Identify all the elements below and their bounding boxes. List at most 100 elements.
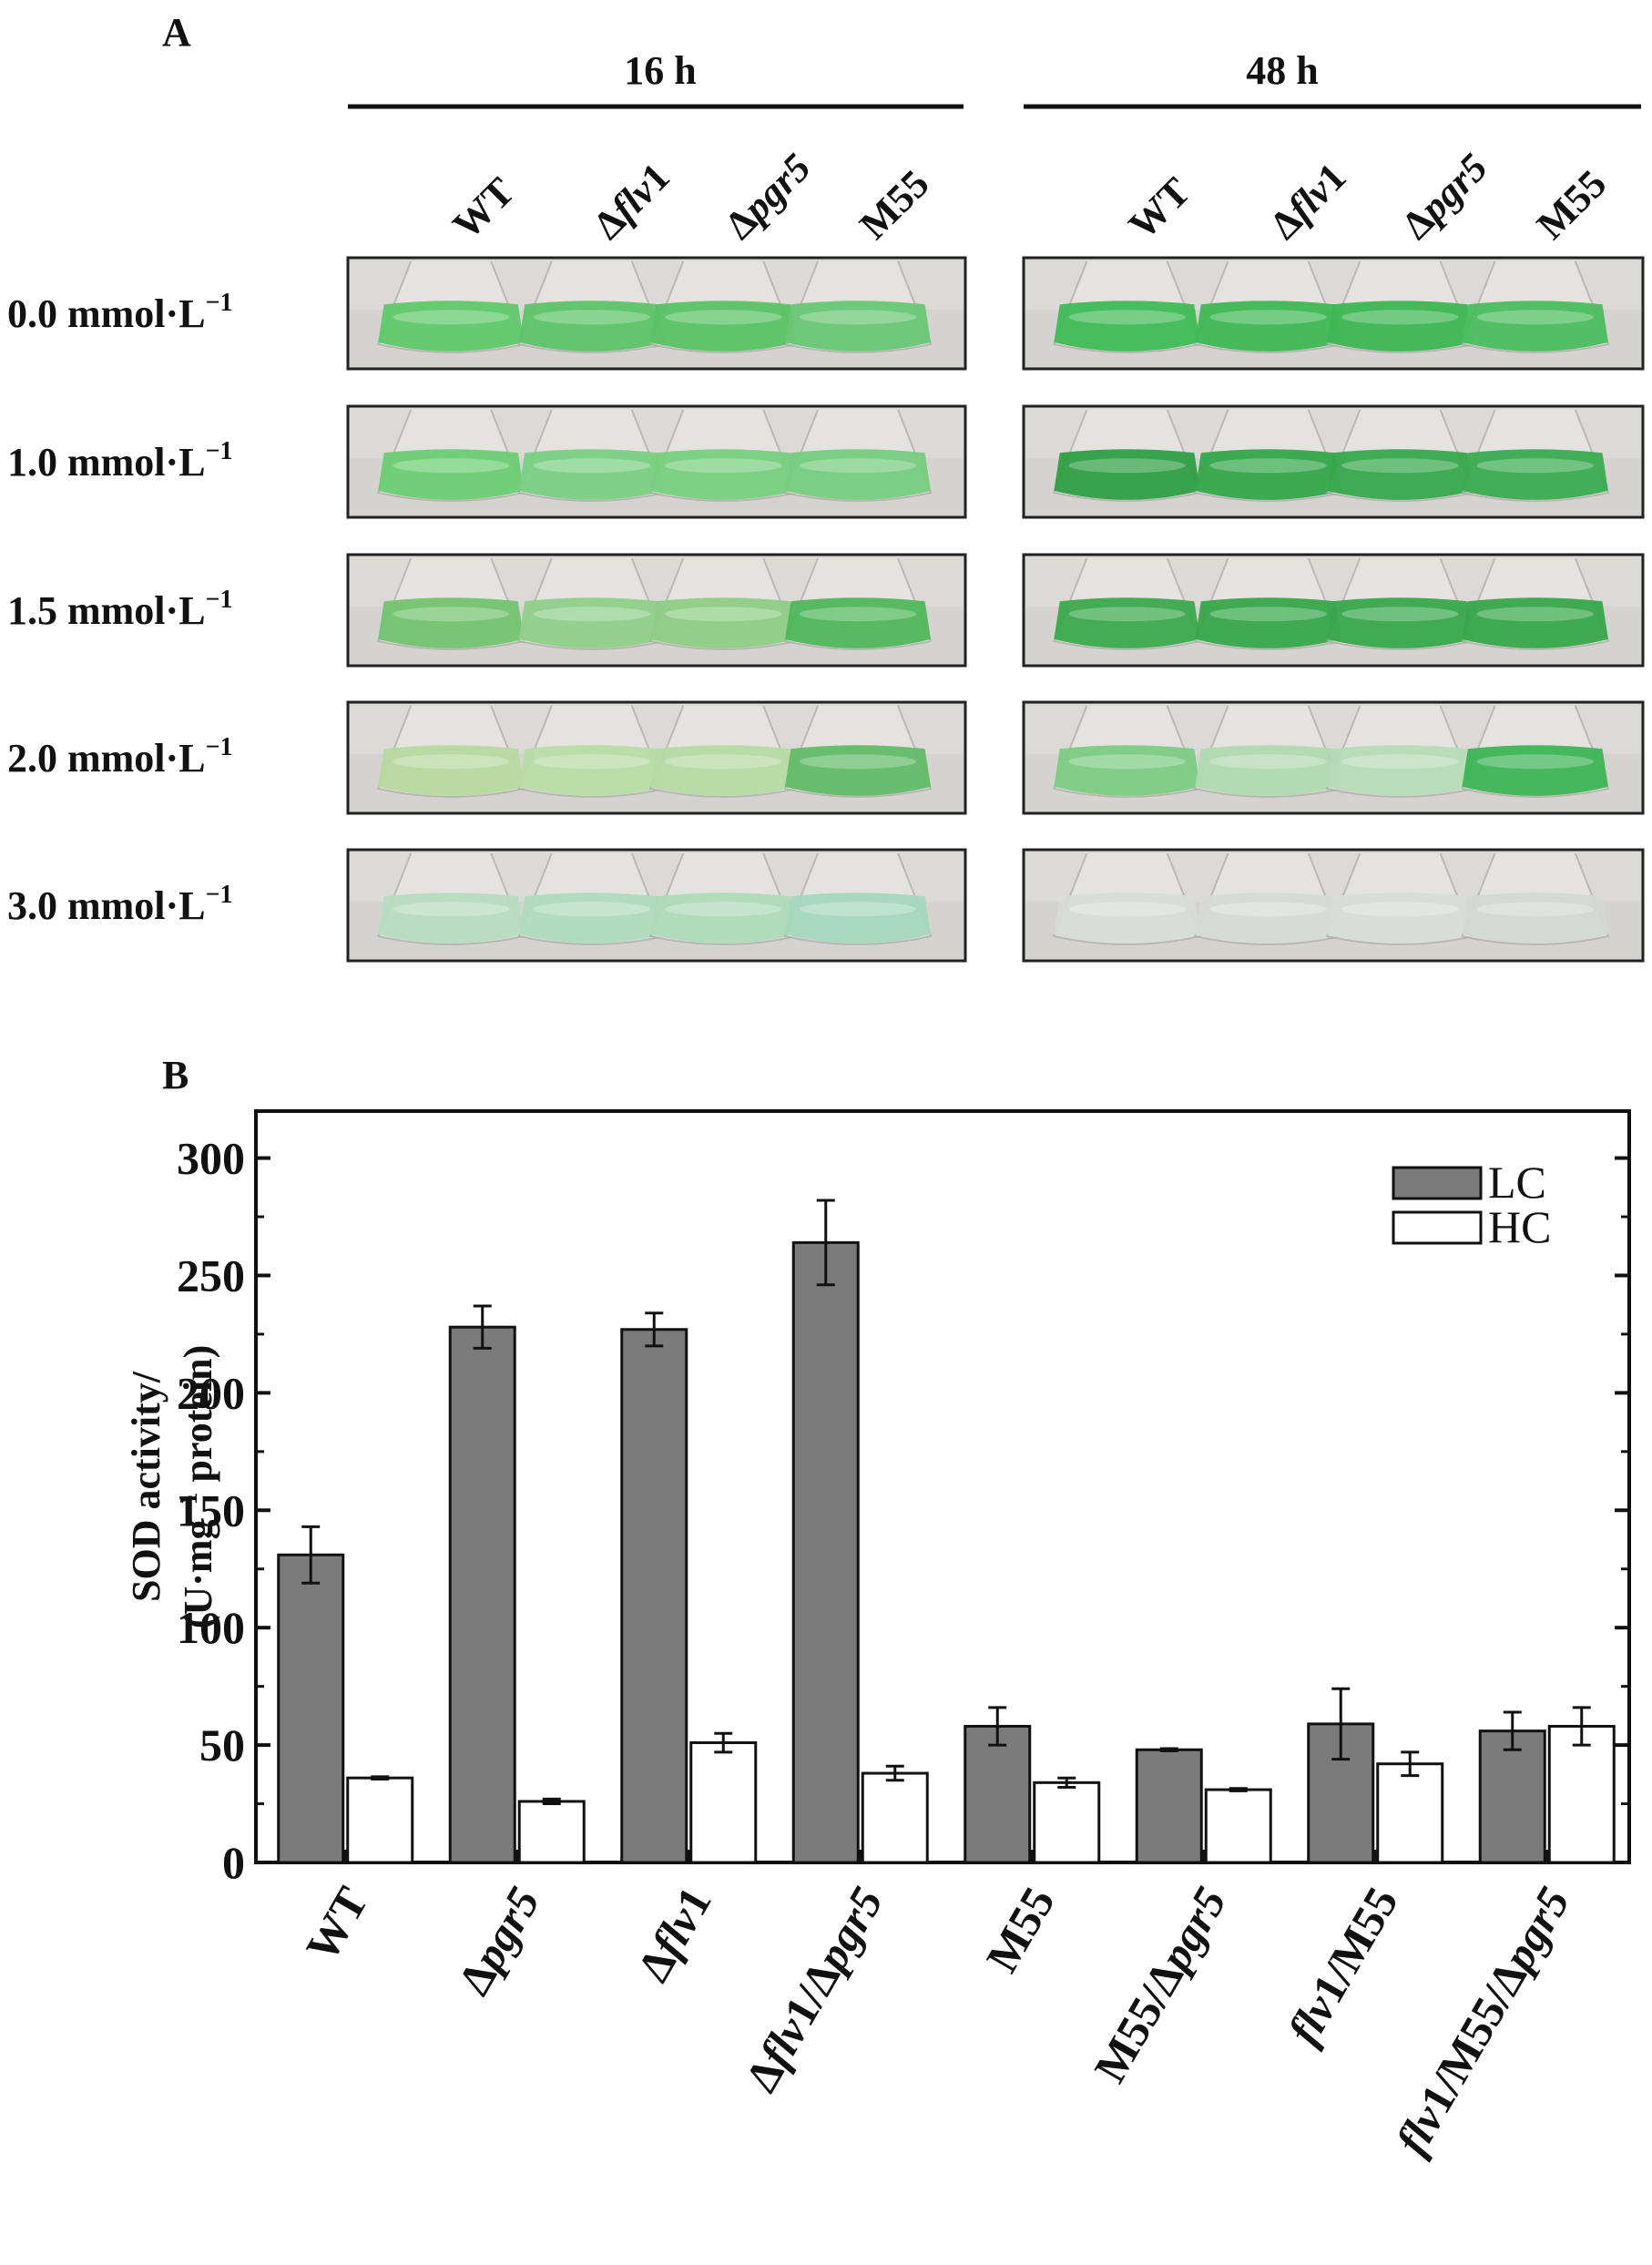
- y-tick-label-100: 100: [177, 1602, 245, 1653]
- culture-0-3-3: [785, 745, 932, 796]
- strain-labels: WT Δflv1 Δpgr5 M55 WT Δflv1 Δpgr5 M55: [444, 145, 1616, 248]
- culture-1-1-3: [1462, 449, 1608, 500]
- category-label-4: M55: [976, 1879, 1065, 1981]
- culture-0-2-3: [785, 597, 932, 648]
- culture-1-3-1: [1195, 745, 1341, 796]
- culture-1-3-2: [1327, 745, 1474, 796]
- error-bar-LC-1: [473, 1304, 492, 1350]
- bar-HC-5: [1204, 1788, 1272, 1864]
- culture-0-3-2: [650, 745, 797, 796]
- time-label-16h: 16 h: [624, 48, 696, 93]
- concentration-label-3: 2.0 mmol·L−1: [7, 733, 233, 781]
- culture-photo-1-4: [1022, 848, 1645, 963]
- bar-HC-2: [689, 1741, 758, 1864]
- culture-1-2-2: [1327, 597, 1474, 648]
- error-bar-LC-6: [1331, 1687, 1351, 1761]
- y-axis-label-line2: (U·mg−1 protein): [175, 1345, 220, 1628]
- concentration-label-1: 1.0 mmol·L−1: [7, 437, 233, 485]
- strain-label-1-1: Δflv1: [1261, 155, 1355, 249]
- y-tick-label-150: 150: [177, 1484, 245, 1536]
- error-bar-LC-4: [988, 1706, 1007, 1747]
- culture-1-3-3: [1462, 745, 1608, 796]
- culture-0-1-0: [378, 449, 525, 500]
- culture-photo-0-0: [346, 256, 967, 371]
- category-label-7: flv1/M55/Δpgr5: [1386, 1879, 1580, 2164]
- y-tick-label-250: 250: [177, 1250, 245, 1301]
- error-bar-HC-6: [1401, 1750, 1420, 1778]
- culture-1-3-0: [1054, 745, 1200, 796]
- concentration-label-0: 0.0 mmol·L−1: [7, 289, 233, 336]
- bar-HC-6: [1376, 1762, 1444, 1864]
- strain-label-1-0: WT: [1120, 169, 1199, 249]
- sod-bar-chart: 0 50 100 150 200 250 300 SOD activity/(U·mg−1 p…: [124, 1109, 1631, 2164]
- error-bar-HC-5: [1229, 1787, 1248, 1792]
- culture-photo-0-1: [346, 404, 967, 519]
- bar-LC-0: [277, 1553, 345, 1864]
- concentration-label-2: 1.5 mmol·L−1: [7, 586, 233, 633]
- y-tick-label-300: 300: [177, 1133, 245, 1184]
- culture-0-3-1: [518, 745, 665, 796]
- error-bar-HC-2: [714, 1731, 733, 1754]
- culture-photos: [346, 256, 1645, 963]
- strain-label-1-3: M55: [1528, 161, 1615, 248]
- bar-LC-5: [1135, 1748, 1203, 1864]
- panel-a: A 16 h 48 h WT Δflv1 Δpgr5 M55 WT Δflv1 Δpgr5 M…: [7, 10, 1645, 963]
- culture-0-3-0: [378, 745, 525, 796]
- category-label-6: flv1/M55: [1278, 1879, 1408, 2054]
- culture-1-2-0: [1054, 597, 1200, 648]
- culture-photo-1-1: [1022, 404, 1645, 519]
- culture-1-4-0: [1054, 893, 1200, 944]
- y-tick-label-200: 200: [177, 1367, 245, 1418]
- bar-LC-4: [964, 1724, 1032, 1864]
- culture-0-2-1: [518, 597, 665, 648]
- culture-0-2-2: [650, 597, 797, 648]
- error-bar-LC-7: [1503, 1710, 1522, 1751]
- y-tick-label-50: 50: [199, 1719, 245, 1770]
- culture-photo-1-2: [1022, 553, 1645, 668]
- time-label-48h: 48 h: [1246, 48, 1318, 93]
- error-bar-HC-4: [1057, 1776, 1076, 1789]
- culture-1-1-2: [1327, 449, 1474, 500]
- culture-1-0-1: [1195, 301, 1341, 352]
- culture-1-0-2: [1327, 301, 1474, 352]
- bar-HC-3: [861, 1771, 929, 1864]
- plot-frame: [254, 1109, 1631, 1864]
- culture-0-4-0: [378, 893, 525, 944]
- strain-label-0-3: M55: [851, 161, 937, 248]
- culture-0-1-2: [650, 449, 797, 500]
- culture-photo-1-3: [1022, 700, 1645, 815]
- strain-label-0-0: WT: [444, 169, 524, 249]
- culture-photo-1-0: [1022, 256, 1645, 371]
- error-bar-HC-3: [885, 1764, 904, 1782]
- culture-photo-0-3: [346, 700, 967, 815]
- legend-swatch-HC: [1392, 1210, 1483, 1245]
- strain-label-1-2: Δpgr5: [1393, 145, 1496, 248]
- concentration-labels: 0.0 mmol·L−1 1.0 mmol·L−1 1.5 mmol·L−1 2.0 …: [7, 289, 233, 928]
- culture-0-4-3: [785, 893, 932, 944]
- strain-label-0-2: Δpgr5: [717, 145, 820, 248]
- culture-1-0-3: [1462, 301, 1608, 352]
- legend-label-HC: HC: [1488, 1201, 1551, 1252]
- culture-1-1-0: [1054, 449, 1200, 500]
- culture-0-4-2: [650, 893, 797, 944]
- category-label-3: Δflv1/Δpgr5: [735, 1879, 892, 2100]
- culture-0-0-1: [518, 301, 665, 352]
- error-bar-LC-2: [645, 1311, 664, 1348]
- bar-LC-3: [791, 1240, 860, 1864]
- culture-1-2-1: [1195, 597, 1341, 648]
- y-tick-label-0: 0: [222, 1837, 245, 1888]
- error-bar-LC-5: [1159, 1747, 1178, 1753]
- panel-a-label: A: [162, 10, 191, 55]
- error-bar-HC-1: [542, 1797, 561, 1806]
- bar-HC-4: [1033, 1780, 1101, 1864]
- culture-0-2-0: [378, 597, 525, 648]
- culture-1-1-1: [1195, 449, 1341, 500]
- culture-1-0-0: [1054, 301, 1200, 352]
- panel-b: B 0 50 100 150 200 250 300 SOD activity/(U·mg−1…: [124, 1053, 1631, 2164]
- culture-1-4-2: [1327, 893, 1474, 944]
- legend-label-LC: LC: [1488, 1157, 1546, 1208]
- culture-1-4-1: [1195, 893, 1341, 944]
- legend-swatch-LC: [1392, 1166, 1483, 1200]
- concentration-label-4: 3.0 mmol·L−1: [7, 881, 233, 928]
- culture-1-4-3: [1462, 893, 1608, 944]
